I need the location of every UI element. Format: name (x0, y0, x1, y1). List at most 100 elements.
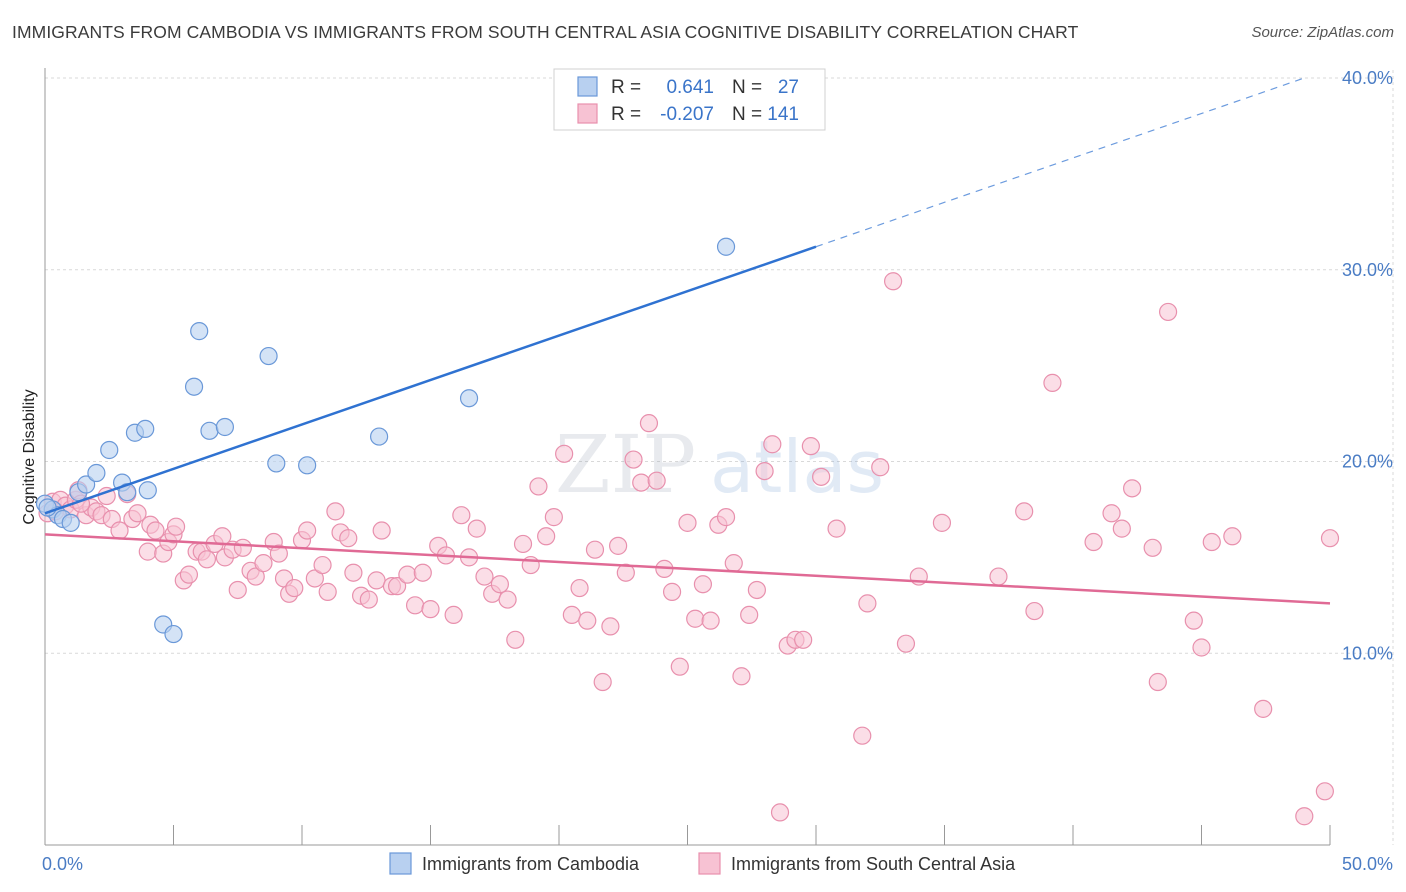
sca-point-85 (609, 536, 628, 555)
cambodia-trend-extension (815, 77, 1305, 248)
bottom-legend: Immigrants from Cambodia Immigrants from… (389, 852, 1016, 875)
sca-point-101 (732, 667, 751, 686)
sca-point-45 (305, 569, 324, 588)
sca-point-23 (166, 517, 186, 536)
sca-point-71 (498, 590, 517, 609)
stats-r-label-cambodia: R = (611, 77, 641, 98)
stats-n-label-cambodia: N = (732, 77, 762, 98)
sca-point-60 (413, 563, 432, 582)
sca-point-105 (763, 435, 782, 454)
sca-point-46 (313, 555, 332, 575)
sca-point-78 (555, 444, 574, 463)
legend-swatch-sca (698, 852, 721, 875)
y-tick-label-20: 20.0% (1342, 452, 1393, 472)
legend-label-sca: Immigrants from South Central Asia (731, 854, 1016, 874)
sca-point-48 (326, 502, 345, 521)
sca-point-111 (812, 467, 831, 486)
cambodia-point-7 (87, 463, 106, 483)
y-axis-label: Cognitive Disability (21, 389, 38, 524)
watermark: ZIP atlas (555, 418, 884, 511)
sca-point-102 (740, 605, 759, 625)
watermark-atlas: atlas (710, 425, 884, 509)
cambodia-point-25 (716, 237, 736, 256)
cambodia-trend-line (44, 245, 817, 515)
sca-point-126 (1112, 519, 1131, 538)
sca-point-42 (285, 578, 304, 598)
stats-r-value-cambodia: 0.641 (666, 77, 714, 98)
sca-point-72 (506, 630, 525, 649)
sca-point-103 (747, 580, 766, 600)
sca-point-47 (318, 582, 337, 601)
sca-point-65 (452, 506, 471, 525)
cambodia-point-4 (61, 513, 80, 532)
sca-point-136 (1295, 807, 1314, 826)
sca-point-100 (724, 554, 743, 573)
sca-point-86 (616, 563, 635, 582)
y-tick-label-40: 40.0% (1342, 68, 1393, 88)
sca-point-39 (269, 544, 288, 563)
sca-point-61 (421, 600, 440, 619)
sca-point-81 (578, 611, 597, 630)
cambodia-point-16 (184, 377, 204, 396)
stats-r-value-sca: -0.207 (660, 104, 714, 125)
sca-point-54 (367, 571, 386, 590)
sca-point-117 (896, 634, 916, 653)
cambodia-point-13 (138, 481, 157, 500)
chart-title: IMMIGRANTS FROM CAMBODIA VS IMMIGRANTS F… (12, 22, 1079, 42)
cambodia-point-18 (200, 421, 219, 440)
sca-point-50 (339, 529, 358, 548)
sca-point-83 (593, 672, 612, 692)
cambodia-point-12 (136, 419, 155, 439)
stats-legend-box (553, 68, 826, 131)
cambodia-point-6 (77, 475, 96, 494)
sca-point-25 (179, 565, 199, 584)
sca-point-67 (467, 519, 486, 538)
stats-legend-swatch-sca (577, 103, 598, 124)
cambodia-point-20 (259, 346, 278, 366)
sca-point-113 (853, 726, 872, 745)
sca-point-73 (513, 534, 533, 554)
sca-point-75 (529, 477, 548, 496)
sca-point-123 (1043, 373, 1062, 392)
cambodia-point-15 (164, 624, 183, 644)
sca-point-53 (359, 590, 378, 609)
stats-n-value-cambodia: 27 (778, 77, 799, 98)
cambodia-point-23 (370, 427, 389, 446)
cambodia-point-24 (459, 389, 479, 408)
sca-point-119 (932, 513, 952, 532)
series-south-central-asia (38, 272, 1340, 826)
sca-point-88 (632, 473, 651, 492)
sca-point-112 (827, 519, 846, 538)
sca-point-90 (647, 471, 666, 490)
sca-point-19 (146, 521, 165, 540)
sca-point-77 (544, 508, 563, 527)
sca-point-127 (1123, 479, 1142, 498)
sca-point-82 (585, 540, 605, 559)
sca-point-33 (228, 580, 247, 600)
axes (44, 68, 1331, 846)
stats-n-value-sca: 141 (767, 104, 799, 125)
watermark-zip: ZIP (555, 418, 696, 511)
x-tick-label-max: 50.0% (1342, 854, 1393, 874)
sca-point-79 (562, 605, 581, 625)
source-label: Source: ZipAtlas.com (1251, 24, 1394, 41)
sca-point-120 (989, 567, 1008, 586)
sca-point-129 (1148, 672, 1167, 692)
sca-point-59 (405, 596, 425, 615)
sca-point-134 (1223, 527, 1242, 546)
sca-point-106 (770, 803, 790, 822)
sca-point-58 (398, 565, 417, 584)
sca-point-95 (686, 609, 705, 628)
sca-point-128 (1143, 538, 1162, 557)
sca-point-28 (197, 550, 217, 569)
sca-point-37 (254, 554, 273, 573)
y-tick-labels: 10.0% 20.0% 30.0% 40.0% (1342, 68, 1393, 663)
sca-point-115 (871, 458, 890, 477)
trend-lines (44, 77, 1331, 605)
sca-point-132 (1192, 638, 1211, 657)
sca-point-87 (624, 450, 643, 469)
sca-point-133 (1202, 532, 1221, 552)
x-tick-label-min: 0.0% (42, 854, 83, 874)
sca-point-94 (678, 513, 697, 532)
